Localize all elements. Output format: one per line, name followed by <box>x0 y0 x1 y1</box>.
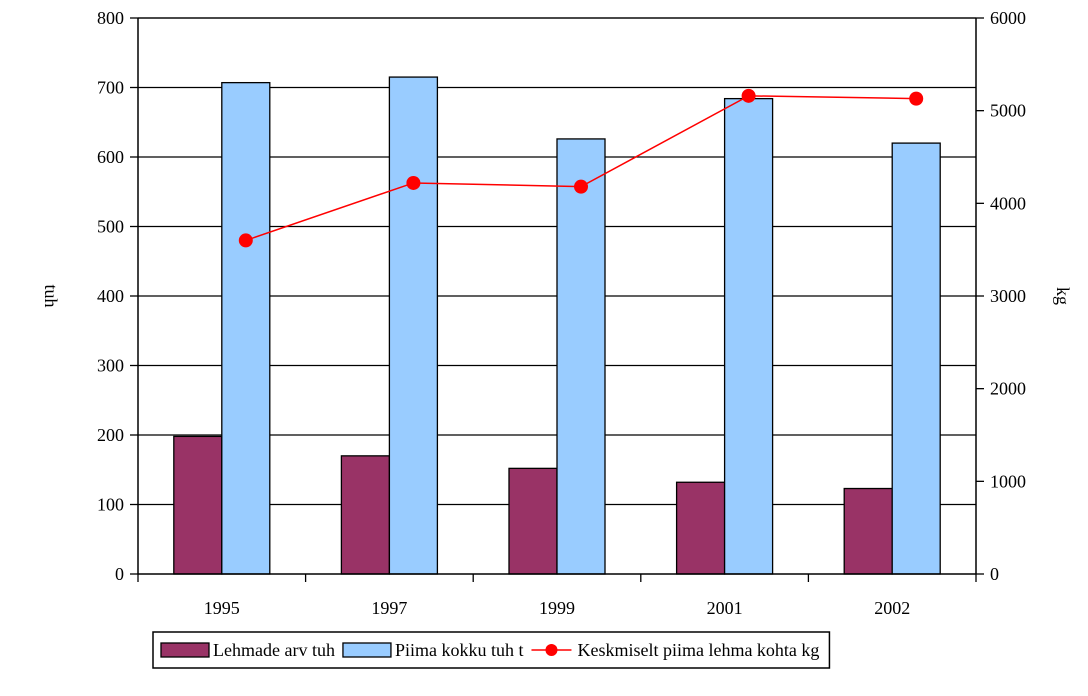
legend-swatch <box>342 642 392 658</box>
y-tick-label: 600 <box>97 147 124 167</box>
y2-tick-label: 0 <box>990 564 999 584</box>
data-point <box>238 233 253 248</box>
bar <box>723 97 774 575</box>
bar <box>173 435 223 575</box>
legend: Lehmade arv tuh Piima kokku tuh t Keskmise… <box>152 631 831 669</box>
bar <box>388 76 439 575</box>
bar <box>891 142 941 575</box>
bar <box>675 481 726 575</box>
data-point <box>909 91 924 106</box>
data-point <box>574 179 588 194</box>
y2-tick-label: 4000 <box>990 193 1026 213</box>
y2-tick-label: 3000 <box>990 286 1026 306</box>
data-point <box>741 88 756 103</box>
y-tick-label: 300 <box>97 356 124 376</box>
legend-label: Keskmiselt piima lehma kohta kg <box>577 640 819 660</box>
bar <box>340 455 391 575</box>
y-tick-label: 500 <box>97 217 124 237</box>
bar <box>843 487 893 575</box>
line-series <box>238 88 924 248</box>
legend-box <box>152 631 831 669</box>
y-tick-label: 200 <box>97 425 124 445</box>
y2-tick-label: 1000 <box>990 471 1026 491</box>
data-point <box>406 175 421 190</box>
y-tick-label: 700 <box>97 78 124 98</box>
y2-axis-title: kg <box>1053 287 1073 305</box>
y-tick-label: 100 <box>97 495 124 515</box>
bar <box>221 81 271 575</box>
y2-axis-ticks: 0 1000 2000 3000 4000 5000 6000 <box>976 8 1026 584</box>
y-tick-label: 400 <box>97 286 124 306</box>
y-tick-label: 0 <box>115 564 124 584</box>
x-axis-ticks: 1995 1997 1999 2001 2002 <box>137 574 977 618</box>
legend-marker <box>545 644 558 656</box>
x-tick-label: 1997 <box>371 598 407 618</box>
x-tick-label: 2001 <box>707 598 743 618</box>
y-tick-label: 800 <box>97 8 124 28</box>
legend-label: Piima kokku tuh t <box>395 640 524 660</box>
y2-tick-label: 2000 <box>990 379 1026 399</box>
bar <box>508 467 558 575</box>
y2-tick-label: 6000 <box>990 8 1026 28</box>
bars <box>173 76 941 575</box>
bar <box>556 138 606 575</box>
x-tick-label: 2002 <box>874 598 910 618</box>
x-tick-label: 1995 <box>204 598 240 618</box>
y-axis-title: tuh <box>41 284 61 307</box>
legend-label: Lehmade arv tuh <box>213 640 335 660</box>
legend-swatch <box>160 642 210 658</box>
x-tick-label: 1999 <box>539 598 575 618</box>
y2-tick-label: 5000 <box>990 101 1026 121</box>
y-axis-ticks: 0 100 200 300 400 500 600 700 800 <box>97 8 138 584</box>
